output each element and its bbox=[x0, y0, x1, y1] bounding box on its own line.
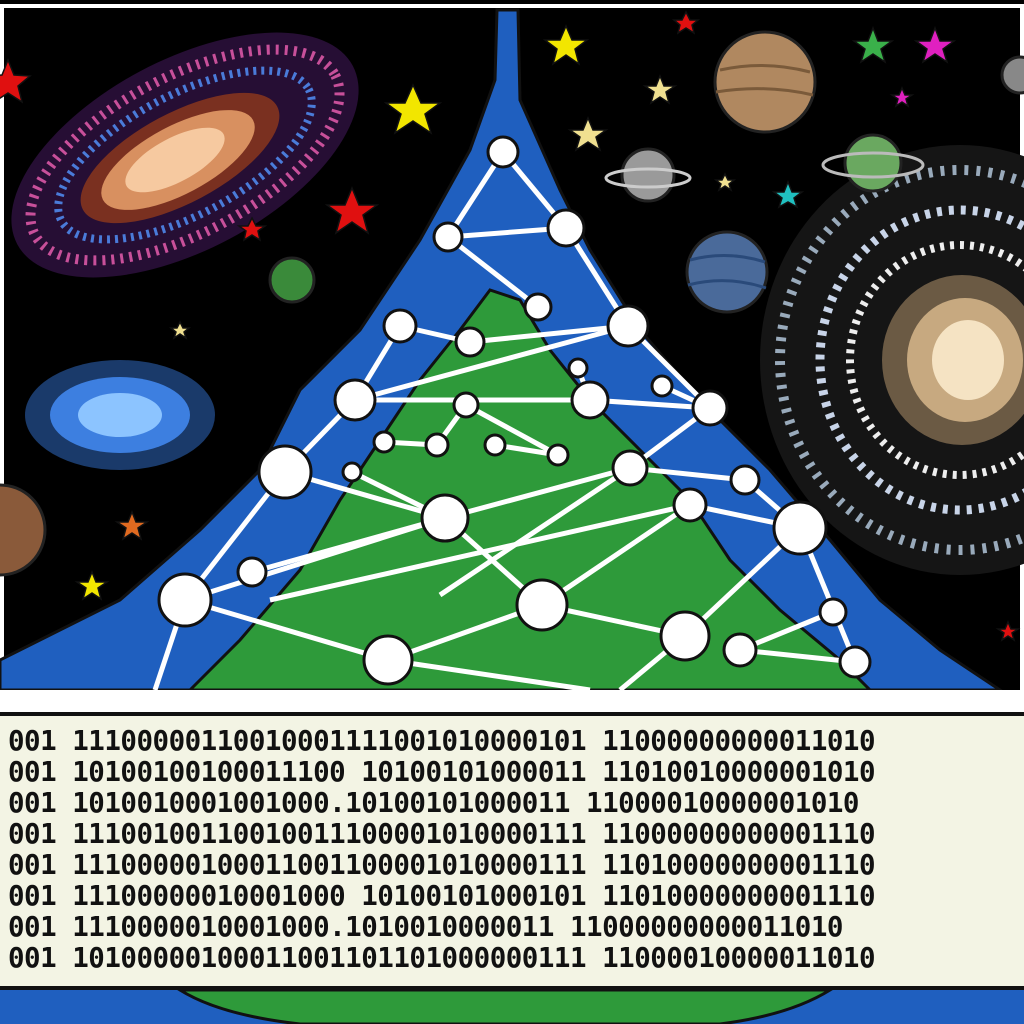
planet-blue bbox=[685, 230, 769, 314]
star-yellow-small bbox=[74, 569, 110, 601]
star-red-small bbox=[236, 216, 268, 242]
stars bbox=[0, 10, 1021, 642]
node bbox=[362, 634, 414, 686]
node bbox=[772, 500, 828, 556]
binary-code-panel: 001 11100000110010001111001010000101 110… bbox=[0, 712, 1024, 990]
divider-strip bbox=[0, 690, 1024, 712]
node bbox=[672, 487, 708, 523]
binary-line: 001 11100000010001000 10100101000101 110… bbox=[8, 880, 876, 912]
star-teal bbox=[771, 179, 805, 209]
star-cream bbox=[567, 116, 609, 152]
node bbox=[372, 430, 396, 454]
node bbox=[157, 572, 213, 628]
mountain-inner bbox=[186, 288, 874, 692]
node bbox=[420, 493, 470, 543]
star-red-top bbox=[671, 10, 701, 35]
binary-line: 001 1010010001001000.10100101000011 1100… bbox=[8, 787, 860, 819]
spiral-galaxy-right bbox=[760, 145, 1024, 575]
node bbox=[729, 464, 761, 496]
planet-gray-edge bbox=[1000, 55, 1024, 95]
binary-line: 001 10100000100011001101101000000111 110… bbox=[8, 942, 876, 974]
network-nodes bbox=[157, 135, 872, 686]
node bbox=[818, 597, 848, 627]
node bbox=[432, 221, 464, 253]
star-magenta-small bbox=[889, 86, 915, 108]
node bbox=[341, 461, 363, 483]
binary-line: 001 11100000100011001100001010000111 110… bbox=[8, 849, 876, 881]
planets bbox=[0, 30, 1024, 577]
node bbox=[257, 444, 313, 500]
star-red bbox=[324, 186, 380, 235]
node bbox=[523, 292, 553, 322]
star-cream-tiny-2 bbox=[713, 172, 737, 192]
node bbox=[382, 308, 418, 344]
star-magenta bbox=[913, 25, 957, 64]
star-yellow-top bbox=[542, 24, 590, 66]
node bbox=[452, 391, 480, 419]
binary-line: 001 1110000010001000.1010010000011 11000… bbox=[8, 911, 843, 943]
ground-hill bbox=[174, 988, 836, 1024]
binary-line: 001 11100100110010011100001010000111 110… bbox=[8, 818, 876, 850]
node bbox=[567, 357, 589, 379]
node bbox=[236, 556, 268, 588]
node bbox=[691, 389, 729, 427]
planet-green-small bbox=[268, 256, 316, 304]
star-orange bbox=[114, 509, 150, 541]
node bbox=[486, 135, 520, 169]
node bbox=[333, 378, 377, 422]
node bbox=[546, 208, 586, 248]
node bbox=[838, 645, 872, 679]
node bbox=[606, 304, 650, 348]
elliptical-galaxy bbox=[25, 360, 215, 470]
planet-ringed-green bbox=[843, 133, 903, 193]
node bbox=[650, 374, 674, 398]
binary-line: 001 11100000110010001111001010000101 110… bbox=[8, 725, 876, 757]
node bbox=[515, 578, 569, 632]
node bbox=[483, 433, 507, 457]
node bbox=[546, 443, 570, 467]
star-red-left bbox=[0, 57, 32, 104]
node bbox=[611, 449, 649, 487]
spiral-galaxy-left bbox=[11, 32, 359, 278]
star-cream-2 bbox=[642, 73, 678, 105]
node bbox=[659, 610, 711, 662]
star-cream-tiny bbox=[168, 320, 192, 340]
binary-line: 001 10100100100011100 10100101000011 110… bbox=[8, 756, 876, 788]
node bbox=[722, 632, 758, 668]
planet-brown-left bbox=[0, 483, 47, 577]
node bbox=[570, 380, 610, 420]
node bbox=[424, 432, 450, 458]
planet-ringed-gray bbox=[620, 147, 676, 203]
planet-brown bbox=[713, 30, 817, 134]
star-yellow bbox=[383, 83, 443, 135]
star-green bbox=[851, 25, 895, 64]
star-red-right bbox=[995, 620, 1021, 642]
node bbox=[454, 326, 486, 358]
